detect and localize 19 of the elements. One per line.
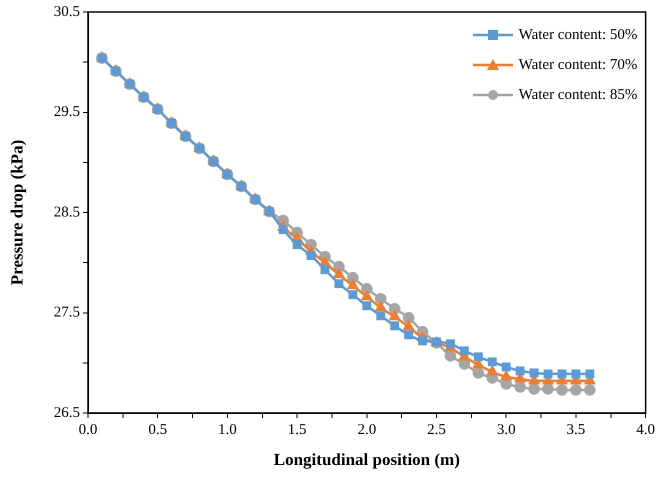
y-tick-label: 27.5 (54, 304, 80, 321)
legend-label: Water content: 50% (518, 26, 638, 45)
x-tick-label: 3.0 (496, 422, 516, 438)
y-tick-label: 30.5 (54, 4, 80, 20)
x-tick-label: 2.0 (357, 422, 376, 438)
y-tick-label: 28.5 (54, 204, 80, 220)
x-axis-title: Longitudinal position (m) (274, 450, 460, 470)
y-tick-label: 26.5 (54, 404, 80, 421)
y-axis-title: Pressure drop (kPa) (8, 140, 27, 286)
legend-label: Water content: 70% (518, 56, 638, 75)
x-tick-label: 3.5 (566, 422, 586, 438)
x-tick-label: 0.0 (78, 422, 98, 438)
legend-label: Water content: 85% (518, 86, 638, 105)
x-tick-label: 0.5 (148, 422, 168, 438)
x-tick-label: 1.0 (218, 422, 237, 438)
y-tick-label: 29.5 (54, 104, 80, 120)
x-tick-label: 2.5 (427, 422, 446, 438)
x-tick-label: 4.0 (636, 422, 655, 438)
x-tick-label: 1.5 (288, 422, 306, 438)
